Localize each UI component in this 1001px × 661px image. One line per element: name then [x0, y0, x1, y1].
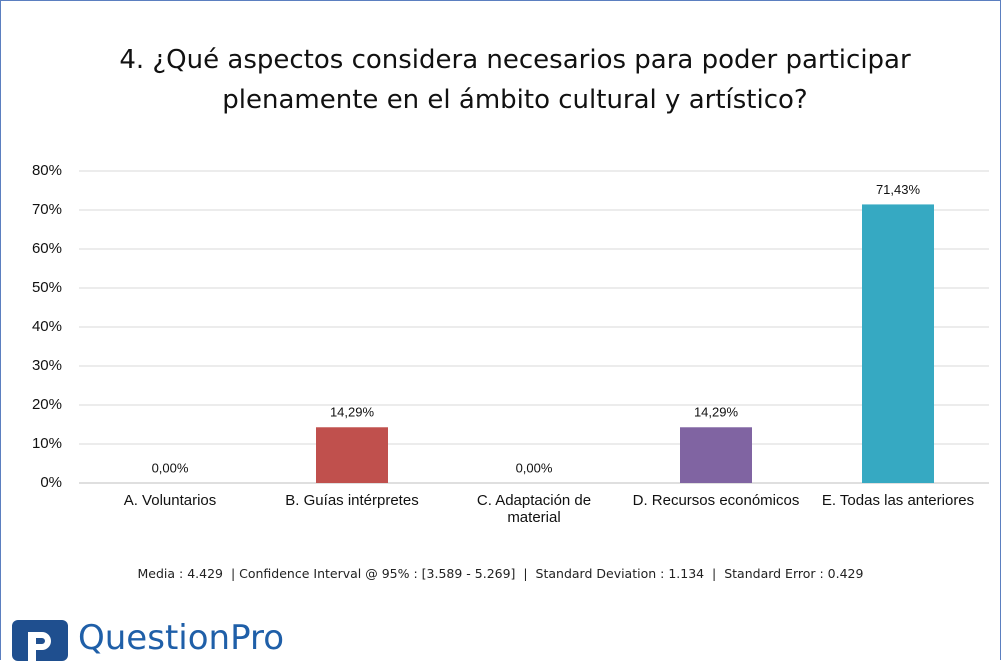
- y-tick-label: 0%: [40, 474, 62, 491]
- x-tick-label: A. Voluntarios: [123, 492, 217, 509]
- y-tick-label: 30%: [32, 357, 62, 374]
- y-tick-label: 20%: [32, 396, 62, 413]
- bar: [316, 427, 388, 483]
- y-tick-label: 70%: [32, 201, 62, 218]
- bar: [680, 427, 752, 483]
- data-label: 14,29%: [694, 405, 739, 420]
- y-tick-label: 50%: [32, 279, 62, 296]
- y-tick-label: 60%: [32, 240, 62, 257]
- bar: [862, 204, 934, 483]
- data-label: 71,43%: [876, 182, 921, 197]
- data-label: 0,00%: [152, 460, 189, 475]
- logo-icon: [12, 620, 68, 661]
- y-tick-label: 40%: [32, 318, 62, 335]
- data-label: 14,29%: [330, 405, 375, 420]
- data-label: 0,00%: [516, 460, 553, 475]
- x-tick-label: D. Recursos económicos: [632, 492, 800, 509]
- footnote: Media : 4.429 | Confidence Interval @ 95…: [137, 566, 864, 581]
- y-tick-label: 80%: [32, 162, 62, 179]
- y-tick-label: 10%: [32, 435, 62, 452]
- chart-title: 4. ¿Qué aspectos considera necesarios pa…: [119, 45, 911, 115]
- x-tick-label: E. Todas las anteriores: [821, 492, 975, 509]
- x-tick-label: B. Guías intérpretes: [285, 492, 419, 509]
- logo-text: QuestionPro: [78, 618, 285, 658]
- x-tick-label: C. Adaptación de material: [476, 492, 592, 526]
